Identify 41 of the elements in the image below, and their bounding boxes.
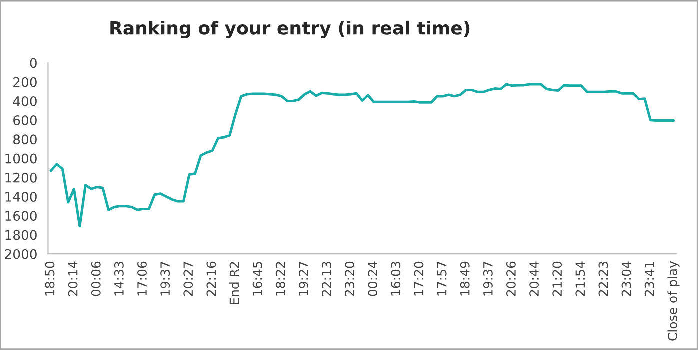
x-tick-label: 18:49 bbox=[460, 262, 470, 296]
x-tick-label: 17:57 bbox=[437, 262, 447, 296]
chart-title: Ranking of your entry (in real time) bbox=[110, 20, 470, 39]
x-tick-label: 23:41 bbox=[644, 262, 654, 296]
x-tick-label: 22:16 bbox=[206, 262, 216, 296]
x-tick-label: 19:37 bbox=[483, 262, 493, 296]
y-tick-label: 200 bbox=[14, 77, 37, 88]
y-tick-label: 1600 bbox=[6, 211, 37, 222]
x-tick-label: 19:27 bbox=[298, 262, 308, 296]
x-tick-label: 22:23 bbox=[598, 262, 608, 296]
x-tick-label: 17:06 bbox=[138, 262, 147, 296]
x-tick-label: 19:37 bbox=[160, 262, 170, 296]
x-tick-label: 22:13 bbox=[322, 262, 332, 296]
y-tick-label: 1200 bbox=[6, 172, 37, 183]
y-tick-label: 0 bbox=[30, 58, 37, 68]
x-tick-label: 23:04 bbox=[622, 262, 632, 296]
y-tick-label: 400 bbox=[13, 96, 37, 106]
y-tick-label: 600 bbox=[14, 116, 37, 126]
line-series bbox=[50, 83, 675, 228]
y-tick-label: 1800 bbox=[6, 230, 37, 240]
x-tick-label: 16:03 bbox=[391, 262, 401, 296]
y-tick-label: 1400 bbox=[6, 192, 37, 202]
x-tick-label: 21:20 bbox=[552, 262, 562, 296]
y-tick-label: 2000 bbox=[5, 249, 37, 260]
x-tick-label: 18:22 bbox=[276, 262, 286, 296]
x-tick-label: 21:54 bbox=[576, 262, 586, 296]
x-tick-label: 16:45 bbox=[252, 262, 262, 296]
x-tick-label: 14:33 bbox=[114, 262, 124, 296]
y-tick-label: 1000 bbox=[6, 154, 37, 164]
x-tick-label: 20:14 bbox=[68, 262, 78, 296]
x-tick-label: Close of play bbox=[668, 261, 680, 341]
x-tick-label: 20:26 bbox=[506, 262, 516, 296]
x-tick-label: 18:50 bbox=[45, 262, 55, 296]
x-tick-label: 20:27 bbox=[184, 262, 194, 296]
x-tick-label: 23:20 bbox=[345, 262, 355, 296]
x-tick-label: 20:44 bbox=[530, 262, 540, 296]
x-tick-label: 00:06 bbox=[91, 262, 101, 296]
x-tick-label: 17:20 bbox=[414, 262, 424, 296]
x-tick-label: End R2 bbox=[230, 262, 240, 304]
x-tick-label: 00:24 bbox=[368, 262, 378, 296]
y-tick-label: 800 bbox=[14, 134, 37, 145]
